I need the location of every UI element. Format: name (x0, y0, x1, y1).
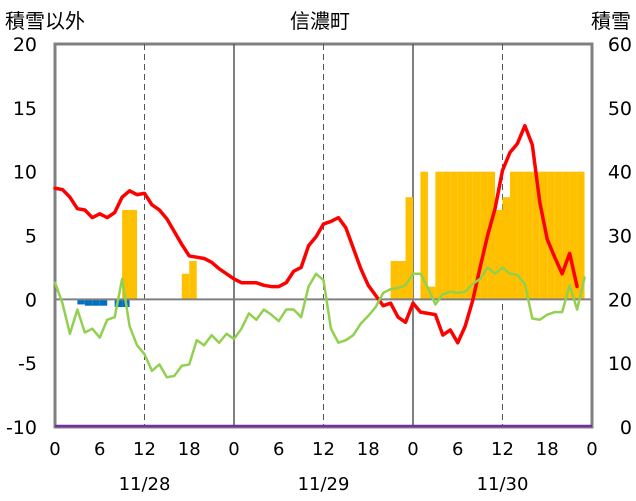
x-hour-tick-label: 6 (273, 439, 284, 460)
x-hour-tick-label: 0 (228, 439, 239, 460)
snowfall-bar (547, 171, 555, 300)
snowfall-bar (427, 286, 436, 300)
x-hour-tick-label: 12 (312, 439, 335, 460)
y-right-tick-label: 50 (608, 98, 632, 120)
snowfall-bar (442, 171, 451, 300)
x-hour-tick-label: 12 (133, 439, 156, 460)
x-hour-tick-label: 6 (452, 439, 463, 460)
y-left-tick-label: 10 (13, 162, 37, 184)
snowfall-bar (420, 171, 428, 300)
y-right-tick-label: 0 (620, 417, 632, 439)
y-left-tick-label: -10 (6, 417, 37, 439)
snowfall-bar (390, 261, 399, 300)
x-date-label: 11/30 (477, 474, 529, 495)
y-left-tick-label: 5 (25, 226, 37, 248)
x-hour-tick-label: 18 (178, 439, 201, 460)
snowfall-bar (122, 209, 130, 300)
negative-bar (92, 299, 100, 306)
negative-bar (77, 299, 85, 305)
snowfall-bar (502, 197, 510, 300)
snowfall-bar (181, 273, 190, 300)
y-right-tick-label: 60 (608, 34, 632, 56)
x-hour-tick-label: 18 (536, 439, 559, 460)
y-right-tick-label: 20 (608, 289, 632, 311)
snowfall-bar (577, 171, 585, 300)
snowfall-bar (405, 197, 413, 300)
series-line-dew-point (53, 266, 586, 379)
snowfall-bar (457, 171, 466, 300)
snowfall-bar (398, 261, 406, 300)
snowfall-bar (450, 171, 458, 300)
snowfall-bar (569, 171, 578, 300)
negative-bar (99, 299, 108, 306)
snowfall-bar (189, 261, 197, 300)
y-left-tick-label: -5 (18, 353, 37, 375)
x-date-label: 11/29 (298, 474, 350, 495)
y-right-tick-label: 40 (608, 162, 632, 184)
snowfall-bar (554, 171, 563, 300)
x-hour-tick-label: 0 (407, 439, 418, 460)
y-left-tick-label: 15 (13, 98, 37, 120)
snowfall-bar (472, 171, 481, 300)
snowfall-bar (129, 209, 138, 300)
y-left-tick-label: 0 (25, 289, 37, 311)
x-hour-tick-label: 0 (586, 439, 597, 460)
snowfall-bar (465, 171, 473, 300)
snowfall-bar (495, 209, 503, 300)
y-left-tick-label: 20 (13, 34, 37, 56)
y-right-tick-label: 30 (608, 226, 632, 248)
snowfall-bar (487, 171, 496, 300)
snowfall-bar (539, 171, 548, 300)
right-axis-title: 積雪 (591, 9, 631, 33)
x-hour-tick-label: 6 (94, 439, 105, 460)
x-hour-tick-label: 18 (357, 439, 380, 460)
snowfall-bar (524, 171, 533, 300)
snowfall-bar (532, 171, 540, 300)
snowfall-bar (509, 171, 518, 300)
negative-bar (84, 299, 93, 306)
x-hour-tick-label: 12 (491, 439, 514, 460)
snowfall-bar (562, 171, 570, 300)
snowfall-bar (480, 171, 488, 300)
x-hour-tick-label: 0 (49, 439, 60, 460)
series-line-temperature (53, 123, 579, 345)
snowfall-bar (435, 171, 443, 300)
chart-title: 信濃町 (290, 9, 350, 33)
y-right-tick-label: 10 (608, 353, 632, 375)
left-axis-title: 積雪以外 (5, 9, 85, 33)
x-date-label: 11/28 (119, 474, 171, 495)
snowfall-bar (517, 171, 525, 300)
